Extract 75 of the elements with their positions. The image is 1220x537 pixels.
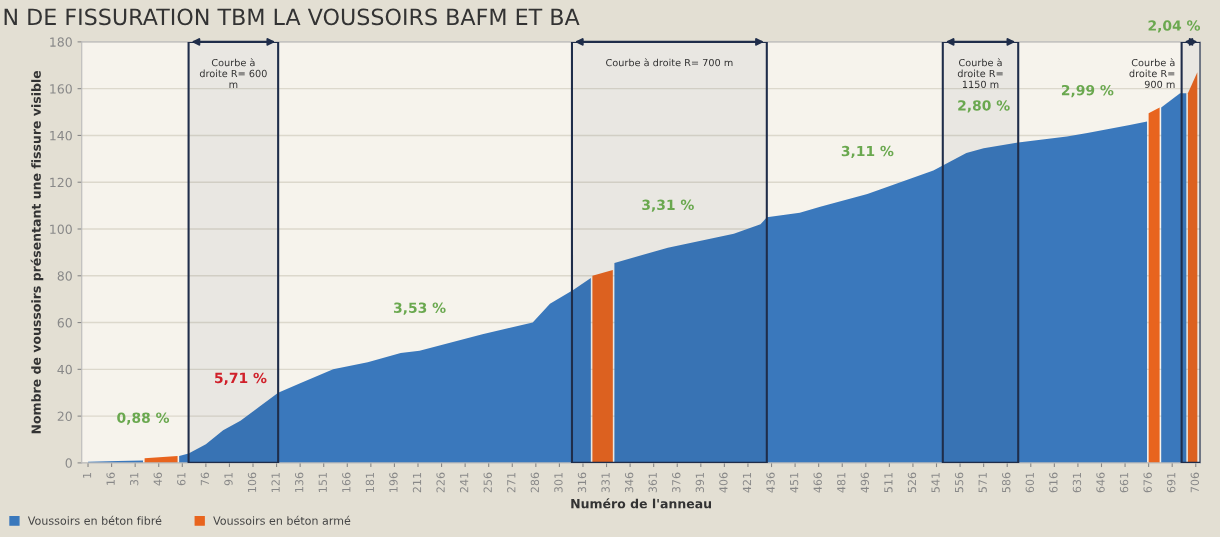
text: 2,04 % xyxy=(1148,20,1201,33)
x-tick-label: 256 xyxy=(483,472,492,493)
x-tick-label: 391 xyxy=(695,472,705,493)
x-tick-label: 661 xyxy=(1119,472,1129,493)
annotation: 0,88 % xyxy=(117,412,170,425)
band-label: Courbe à droite R= 900 m xyxy=(1129,58,1175,89)
x-tick-label: 106 xyxy=(247,472,257,492)
x-tick-label: 541 xyxy=(931,472,940,493)
x-tick-label: 1 xyxy=(82,472,92,478)
x-tick-label: 586 xyxy=(1002,472,1011,493)
x-tick-label: 691 xyxy=(1167,472,1176,493)
legend-label: Voussoirs en béton fibré xyxy=(27,515,162,525)
chart-title: N DE FISSURATION TBM LA VOUSSOIRS BAFM ET BA xyxy=(4,8,580,26)
legend-label: Voussoirs en béton armé xyxy=(213,515,351,525)
x-tick-label: 601 xyxy=(1025,472,1035,493)
x-tick-label: 406 xyxy=(719,472,728,493)
x-tick-label: 181 xyxy=(365,472,375,492)
y-tick-label: 60 xyxy=(57,318,72,328)
x-tick-label: 46 xyxy=(153,472,162,486)
annotation: 3,31 % xyxy=(642,199,694,212)
x-tick-label: 31 xyxy=(129,472,139,486)
y-tick-label: 80 xyxy=(57,271,72,281)
annotation: 3,53 % xyxy=(393,302,446,315)
x-tick-label: 166 xyxy=(342,472,351,492)
x-tick-label: 646 xyxy=(1096,472,1105,493)
y-axis-title: Nombre de voussoirs présentant une fissure visible xyxy=(30,70,44,434)
x-tick-label: 481 xyxy=(837,472,846,493)
x-tick-label: 511 xyxy=(884,472,893,493)
annotation: 5,71 % xyxy=(215,372,267,385)
y-tick-label: 20 xyxy=(57,411,72,422)
x-tick-label: 556 xyxy=(954,472,964,493)
band-label: Courbe à droite R= 700 m xyxy=(606,58,733,67)
annotation: 3,11 % xyxy=(841,145,894,159)
x-tick-label: 496 xyxy=(860,472,870,493)
x-tick-label: 346 xyxy=(624,472,634,493)
x-tick-label: 436 xyxy=(766,472,775,493)
y-tick-label: 40 xyxy=(57,364,72,375)
x-tick-label: 151 xyxy=(318,472,327,492)
x-tick-label: 421 xyxy=(742,472,752,493)
y-tick-label: 0 xyxy=(65,458,72,468)
x-tick-label: 61 xyxy=(177,472,186,486)
x-tick-label: 241 xyxy=(459,472,469,493)
x-tick-label: 316 xyxy=(577,472,587,493)
y-tick-label: 180 xyxy=(50,37,72,47)
x-tick-label: 376 xyxy=(672,472,681,493)
x-tick-label: 361 xyxy=(648,472,657,493)
x-tick-label: 91 xyxy=(224,472,233,486)
x-tick-label: 196 xyxy=(389,472,398,492)
x-tick-label: 121 xyxy=(271,472,280,492)
y-tick-label: 120 xyxy=(50,177,72,188)
band-label: Courbe à droite R= 1150 m xyxy=(957,58,1003,89)
x-axis-title: Numéro de l'anneau xyxy=(571,498,712,509)
x-tick-label: 301 xyxy=(554,472,563,493)
x-tick-label: 631 xyxy=(1072,472,1082,493)
y-tick-label: 140 xyxy=(50,130,72,141)
x-tick-label: 16 xyxy=(106,472,115,485)
x-tick-label: 286 xyxy=(530,472,540,493)
x-tick-label: 526 xyxy=(907,472,917,493)
x-tick-label: 466 xyxy=(813,472,822,493)
x-tick-label: 211 xyxy=(412,472,422,493)
y-tick-label: 160 xyxy=(50,84,72,94)
x-tick-label: 331 xyxy=(601,472,610,493)
annotation: 2,80 % xyxy=(958,100,1010,113)
annotation: 2,99 % xyxy=(1061,84,1114,98)
x-tick-label: 226 xyxy=(436,472,445,493)
x-tick-label: 616 xyxy=(1049,472,1058,493)
x-tick-label: 676 xyxy=(1143,472,1152,493)
band-label: Courbe à droite R= 600 m xyxy=(199,58,267,88)
y-tick-label: 100 xyxy=(50,224,72,234)
x-tick-label: 76 xyxy=(200,472,210,486)
x-tick-label: 451 xyxy=(790,472,799,493)
x-tick-label: 136 xyxy=(294,472,304,492)
x-tick-label: 706 xyxy=(1190,472,1199,493)
x-tick-label: 271 xyxy=(507,472,516,493)
x-tick-label: 571 xyxy=(978,472,987,493)
